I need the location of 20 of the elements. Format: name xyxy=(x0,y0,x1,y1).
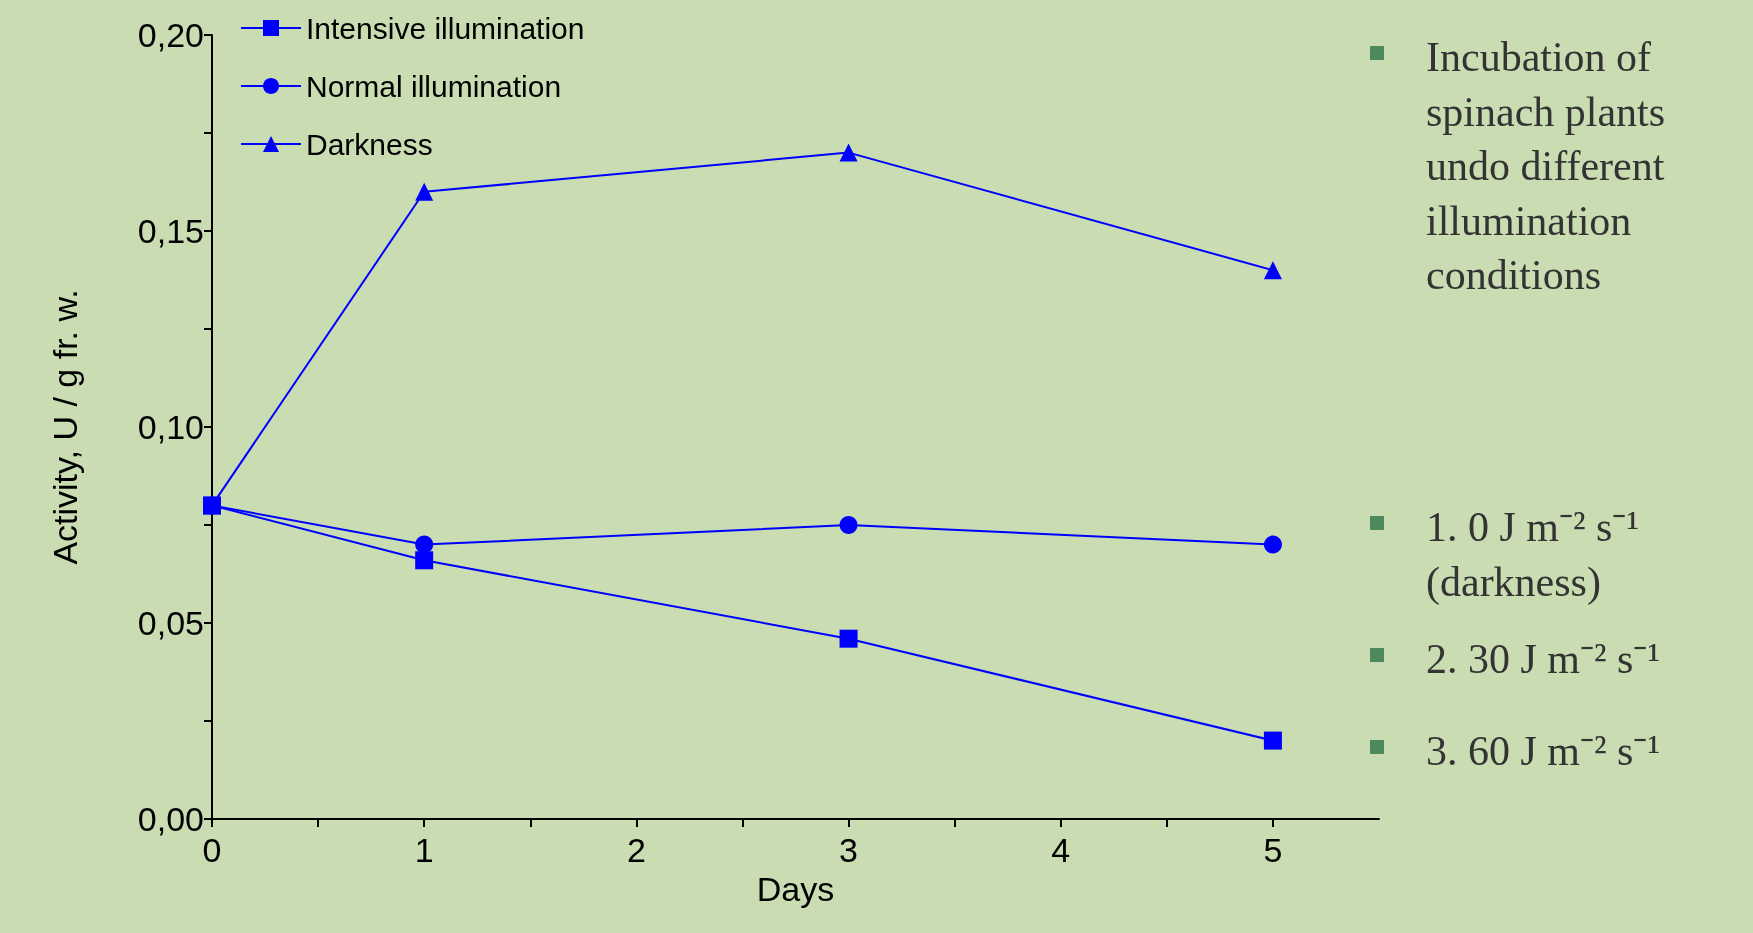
y-tick-label: 0,00 xyxy=(137,800,204,838)
y-tick-label: 0,20 xyxy=(137,16,204,54)
legend-label: Normal illumination xyxy=(306,69,562,103)
text: Incubation of spinach plants undo different illumination conditions xyxy=(1426,33,1667,301)
y-tick-label: 0,15 xyxy=(137,212,204,250)
x-tick-label: 5 xyxy=(1263,831,1283,869)
x-tick-label: 2 xyxy=(626,831,646,869)
x-tick-label: 3 xyxy=(839,831,859,869)
x-tick-label: 0 xyxy=(202,831,222,869)
y-tick-label: 0,10 xyxy=(137,408,204,446)
text: 2. 30 J m⁻² s⁻¹ xyxy=(1426,635,1662,684)
y-tick-label: 0,05 xyxy=(137,604,204,642)
legend-label: Intensive illumination xyxy=(306,11,585,45)
text: 1. 0 J m⁻² s⁻¹ (darkness) xyxy=(1426,503,1641,607)
y-axis-title: Activity, U / g fr. w. xyxy=(46,289,84,565)
x-tick-label: 1 xyxy=(414,831,434,869)
x-tick-label: 4 xyxy=(1051,831,1071,869)
x-axis-title: Days xyxy=(756,869,835,908)
legend-label: Darkness xyxy=(306,127,433,161)
text: 3. 60 J m⁻² s⁻¹ xyxy=(1426,727,1662,776)
